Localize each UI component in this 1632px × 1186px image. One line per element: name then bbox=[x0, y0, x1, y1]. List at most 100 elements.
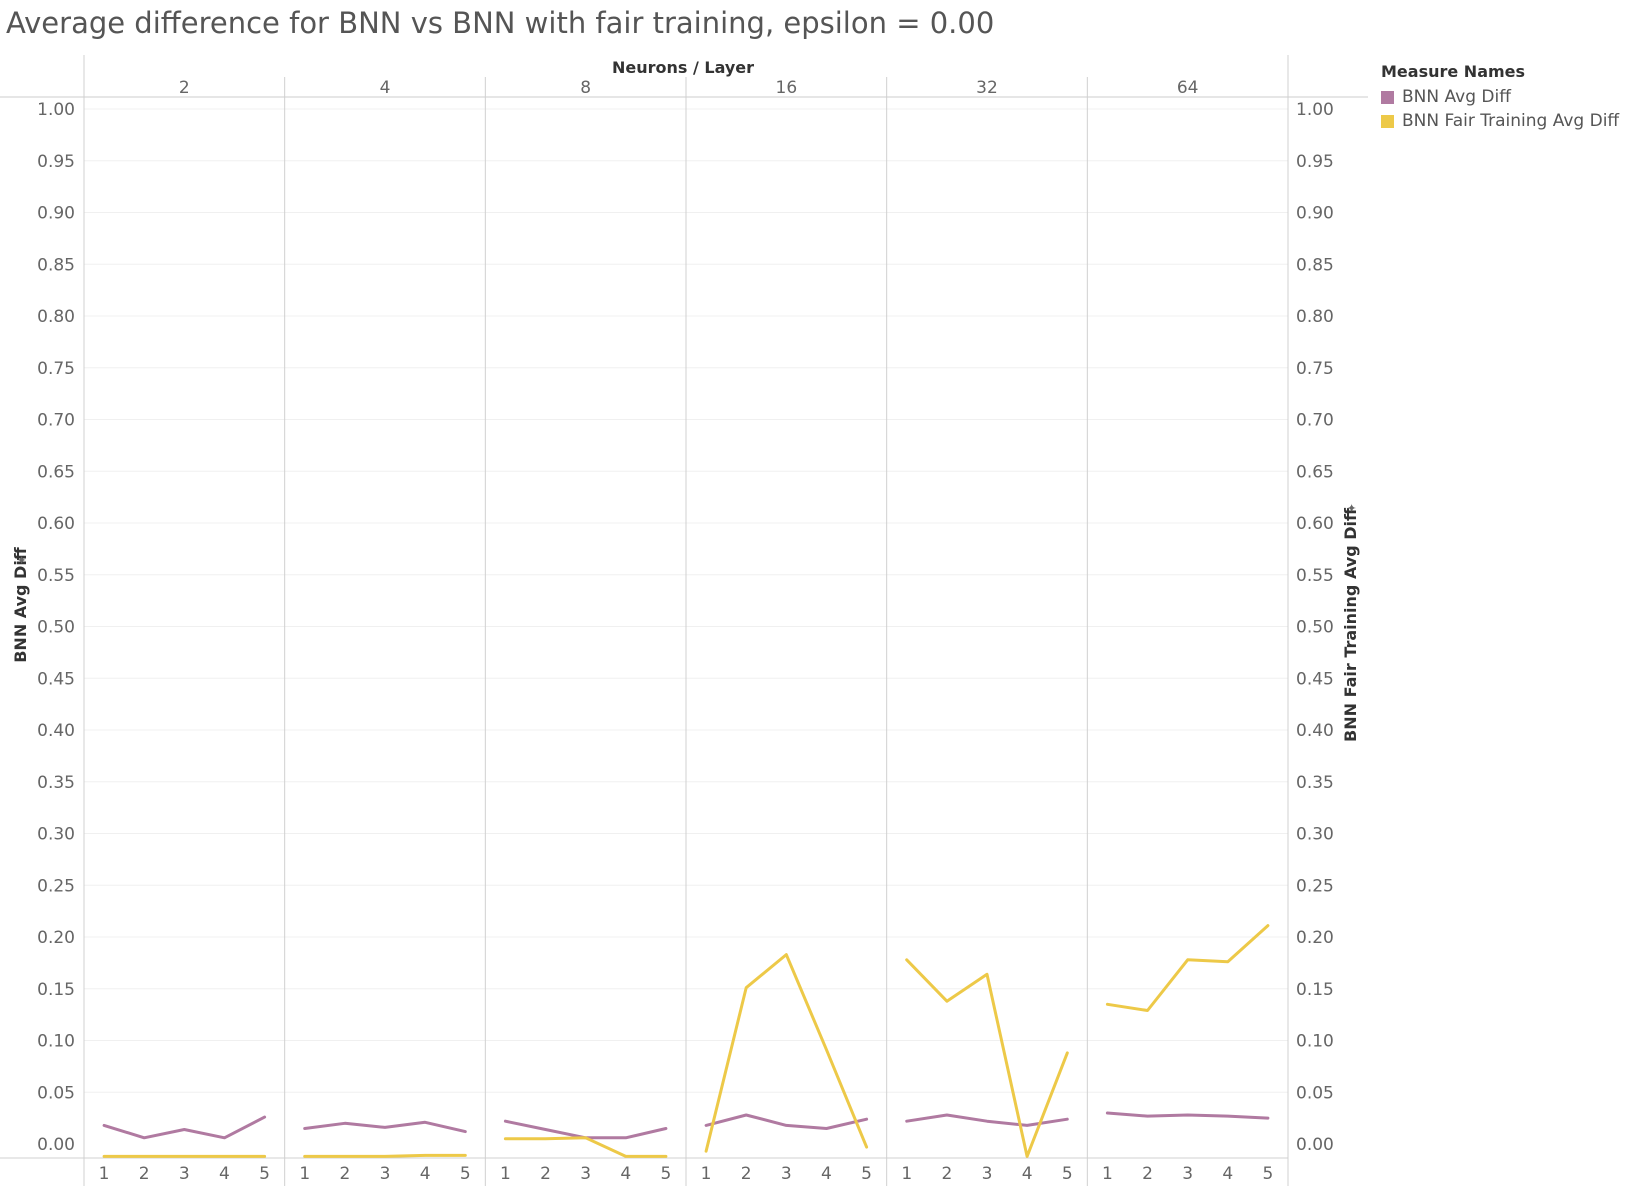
y-tick-right: 0.00 bbox=[1296, 1135, 1334, 1155]
x-tick-label: 5 bbox=[661, 1164, 672, 1184]
x-tick-label: 1 bbox=[500, 1164, 511, 1184]
x-tick-label: 2 bbox=[339, 1164, 350, 1184]
x-tick-label: 3 bbox=[1182, 1164, 1193, 1184]
x-tick-label: 3 bbox=[580, 1164, 591, 1184]
legend-item-bnn-fair-training-avg-diff[interactable]: BNN Fair Training Avg Diff bbox=[1381, 109, 1619, 133]
y-tick-left: 0.40 bbox=[37, 721, 75, 741]
series-line-bnn-avg-diff bbox=[704, 1113, 869, 1130]
y-tick-right: 0.05 bbox=[1296, 1083, 1334, 1103]
legend-item-bnn-avg-diff[interactable]: BNN Avg Diff bbox=[1381, 85, 1619, 109]
y-tick-right: 1.00 bbox=[1296, 100, 1334, 120]
panel-header: 4 bbox=[380, 78, 391, 98]
y-tick-right: 0.35 bbox=[1296, 773, 1334, 793]
y-tick-left: 0.10 bbox=[37, 1032, 75, 1052]
y-tick-left: 0.35 bbox=[37, 773, 75, 793]
y-tick-right: 0.75 bbox=[1296, 359, 1334, 379]
series-line-bnn-avg-diff bbox=[503, 1119, 668, 1140]
y-tick-right: 0.90 bbox=[1296, 204, 1334, 224]
x-tick-label: 5 bbox=[861, 1164, 872, 1184]
y-tick-right: 0.40 bbox=[1296, 721, 1334, 741]
x-tick-label: 4 bbox=[620, 1164, 631, 1184]
y-tick-left: 0.75 bbox=[37, 359, 75, 379]
panel-header: 8 bbox=[580, 78, 591, 98]
series-line-bnn-fair-training-avg-diff bbox=[905, 958, 1069, 1158]
y-tick-left: 0.25 bbox=[37, 876, 75, 896]
column-header-label: Neurons / Layer bbox=[612, 58, 754, 77]
y-tick-left: 0.80 bbox=[37, 307, 75, 327]
y-tick-right: 0.20 bbox=[1296, 928, 1334, 948]
y-tick-right: 0.50 bbox=[1296, 618, 1334, 638]
y-tick-right: 0.65 bbox=[1296, 462, 1334, 482]
pin-icon-left: ✦ bbox=[15, 555, 29, 565]
y-axis-left-label: BNN Avg Diff bbox=[11, 546, 30, 663]
y-tick-right: 0.95 bbox=[1296, 152, 1334, 172]
legend-title: Measure Names bbox=[1381, 62, 1526, 81]
y-tick-right: 0.70 bbox=[1296, 411, 1334, 431]
y-tick-left: 0.95 bbox=[37, 152, 75, 172]
y-tick-right: 0.85 bbox=[1296, 255, 1334, 275]
x-tick-label: 5 bbox=[259, 1164, 270, 1184]
x-tick-label: 2 bbox=[1142, 1164, 1153, 1184]
y-axis-right-label: BNN Fair Training Avg Diff bbox=[1341, 507, 1360, 742]
panel-header: 2 bbox=[179, 78, 190, 98]
series-line-bnn-fair-training-avg-diff bbox=[704, 953, 869, 1153]
x-tick-label: 1 bbox=[701, 1164, 712, 1184]
y-tick-left: 0.70 bbox=[37, 411, 75, 431]
panel-header: 16 bbox=[776, 78, 798, 98]
legend-swatch-bnn-avg-diff bbox=[1381, 90, 1394, 104]
panel-header: 64 bbox=[1177, 78, 1199, 98]
y-tick-left: 0.60 bbox=[37, 514, 75, 534]
y-tick-left: 0.85 bbox=[37, 255, 75, 275]
y-tick-right: 0.10 bbox=[1296, 1032, 1334, 1052]
x-tick-label: 1 bbox=[99, 1164, 110, 1184]
series-line-bnn-avg-diff bbox=[102, 1115, 267, 1140]
series-line-bnn-fair-training-avg-diff bbox=[303, 1153, 467, 1158]
y-tick-left: 0.15 bbox=[37, 980, 75, 1000]
y-tick-left: 0.65 bbox=[37, 462, 75, 482]
pin-icon-right: ✦ bbox=[1345, 503, 1359, 513]
x-tick-label: 5 bbox=[1263, 1164, 1274, 1184]
legend-label-bnn-avg-diff: BNN Avg Diff bbox=[1402, 87, 1511, 107]
x-tick-label: 3 bbox=[982, 1164, 993, 1184]
series-line-bnn-fair-training-avg-diff bbox=[1105, 924, 1270, 1012]
x-tick-label: 1 bbox=[299, 1164, 310, 1184]
x-tick-label: 3 bbox=[781, 1164, 792, 1184]
y-tick-right: 0.30 bbox=[1296, 825, 1334, 845]
x-tick-label: 4 bbox=[420, 1164, 431, 1184]
y-tick-right: 0.45 bbox=[1296, 669, 1334, 689]
x-tick-label: 3 bbox=[380, 1164, 391, 1184]
legend-label-bnn-fair-training-avg-diff: BNN Fair Training Avg Diff bbox=[1402, 111, 1620, 131]
x-tick-label: 4 bbox=[821, 1164, 832, 1184]
x-tick-label: 5 bbox=[460, 1164, 471, 1184]
x-tick-label: 5 bbox=[1062, 1164, 1073, 1184]
series-line-bnn-avg-diff bbox=[1105, 1111, 1270, 1120]
legend-swatch-bnn-fair-training-avg-diff bbox=[1381, 114, 1394, 128]
y-tick-left: 0.90 bbox=[37, 204, 75, 224]
series-line-bnn-avg-diff bbox=[303, 1120, 467, 1134]
y-tick-left: 0.05 bbox=[37, 1083, 75, 1103]
x-tick-label: 2 bbox=[741, 1164, 752, 1184]
x-tick-label: 1 bbox=[901, 1164, 912, 1184]
x-tick-label: 2 bbox=[139, 1164, 150, 1184]
y-tick-left: 0.20 bbox=[37, 928, 75, 948]
y-tick-left: 0.00 bbox=[37, 1135, 75, 1155]
y-tick-left: 0.55 bbox=[37, 566, 75, 586]
chart-title: Average difference for BNN vs BNN with f… bbox=[6, 6, 995, 40]
x-tick-label: 4 bbox=[1022, 1164, 1033, 1184]
x-tick-label: 1 bbox=[1102, 1164, 1113, 1184]
series-line-bnn-fair-training-avg-diff bbox=[503, 1136, 668, 1158]
x-tick-label: 2 bbox=[540, 1164, 551, 1184]
y-tick-right: 0.25 bbox=[1296, 876, 1334, 896]
y-tick-left: 0.45 bbox=[37, 669, 75, 689]
panel-header: 32 bbox=[976, 78, 998, 98]
y-tick-right: 0.80 bbox=[1296, 307, 1334, 327]
x-tick-label: 4 bbox=[1222, 1164, 1233, 1184]
legend: Measure Names BNN Avg Diff BNN Fair Trai… bbox=[1381, 62, 1619, 133]
x-tick-label: 2 bbox=[941, 1164, 952, 1184]
x-tick-label: 4 bbox=[219, 1164, 230, 1184]
y-tick-left: 1.00 bbox=[37, 100, 75, 120]
y-tick-left: 0.30 bbox=[37, 825, 75, 845]
y-tick-right: 0.15 bbox=[1296, 980, 1334, 1000]
x-tick-label: 3 bbox=[179, 1164, 190, 1184]
